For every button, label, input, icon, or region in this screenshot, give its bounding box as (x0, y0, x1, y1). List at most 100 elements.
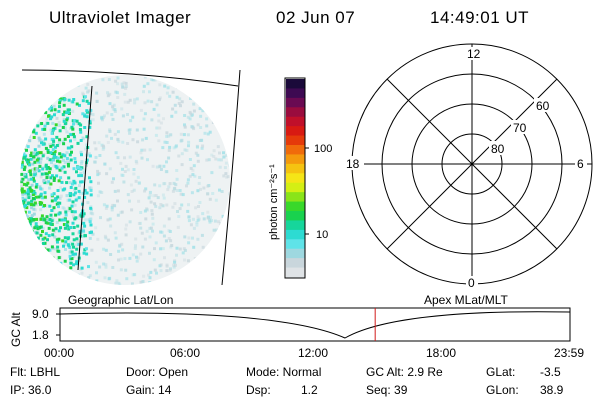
colorbar-segment (286, 248, 305, 259)
emission-pixel (48, 99, 52, 103)
emission-pixel (56, 195, 60, 199)
emission-pixel (186, 209, 190, 213)
emission-pixel (54, 247, 58, 251)
emission-pixel (180, 138, 184, 142)
emission-pixel (53, 176, 56, 180)
emission-pixel (66, 276, 70, 280)
emission-pixel (28, 240, 32, 244)
emission-pixel (22, 115, 26, 119)
emission-pixel (214, 157, 218, 161)
emission-pixel (20, 112, 24, 116)
emission-pixel (165, 203, 169, 207)
emission-pixel (41, 127, 45, 131)
colorbar-segment (286, 107, 305, 118)
emission-pixel (34, 251, 38, 255)
emission-pixel (150, 77, 154, 81)
emission-pixel (50, 199, 54, 203)
emission-pixel (66, 237, 70, 241)
emission-pixel (111, 266, 115, 269)
emission-pixel (44, 137, 48, 141)
emission-pixel (88, 176, 91, 180)
timeline-left-title: Geographic Lat/Lon (68, 293, 174, 307)
emission-pixel (188, 117, 192, 121)
emission-pixel (43, 262, 47, 266)
emission-pixel (45, 215, 49, 219)
emission-pixel (61, 239, 65, 243)
emission-pixel (152, 258, 156, 262)
emission-pixel (35, 183, 39, 186)
emission-pixel (39, 208, 43, 212)
emission-pixel (21, 118, 24, 121)
emission-pixel (65, 181, 69, 185)
dsp-value: 1.2 (301, 383, 318, 397)
emission-pixel (40, 201, 44, 205)
emission-pixel (128, 98, 132, 102)
emission-pixel (132, 172, 136, 176)
emission-pixel (37, 169, 41, 173)
emission-pixel (53, 96, 57, 100)
emission-pixel (22, 263, 26, 267)
emission-pixel (110, 136, 113, 140)
emission-pixel (43, 247, 47, 251)
emission-pixel (85, 191, 89, 195)
emission-pixel (31, 193, 35, 196)
emission-pixel (28, 236, 32, 240)
emission-pixel (163, 84, 167, 88)
emission-pixel (183, 114, 187, 117)
emission-pixel (58, 168, 62, 172)
emission-pixel (94, 226, 98, 230)
emission-pixel (40, 75, 43, 79)
emission-pixel (217, 276, 221, 280)
emission-pixel (158, 83, 162, 87)
colorbar-segment (286, 201, 305, 212)
emission-pixel (218, 188, 221, 192)
emission-pixel (207, 158, 211, 162)
emission-pixel (98, 265, 102, 269)
emission-pixel (155, 126, 159, 130)
emission-pixel (94, 260, 98, 264)
emission-pixel (209, 215, 212, 219)
emission-pixel (217, 257, 221, 261)
emission-pixel (178, 97, 182, 101)
emission-pixel (28, 169, 32, 173)
emission-pixel (24, 204, 27, 207)
emission-pixel (143, 112, 147, 116)
emission-pixel (58, 129, 62, 133)
emission-pixel (52, 179, 56, 182)
emission-pixel (154, 204, 158, 208)
emission-pixel (23, 248, 26, 252)
emission-pixel (55, 238, 59, 242)
emission-pixel (54, 155, 58, 159)
emission-pixel (206, 184, 210, 188)
emission-pixel (50, 245, 54, 249)
emission-pixel (151, 229, 154, 233)
emission-pixel (159, 263, 163, 267)
emission-pixel (83, 248, 87, 252)
emission-pixel (49, 108, 53, 112)
emission-pixel (25, 261, 28, 265)
emission-pixel (54, 213, 58, 217)
emission-pixel (53, 95, 57, 98)
emission-pixel (26, 192, 30, 196)
emission-pixel (20, 172, 24, 176)
emission-pixel (65, 111, 69, 115)
emission-pixel (199, 114, 203, 118)
emission-pixel (100, 115, 104, 119)
emission-pixel (104, 248, 108, 252)
emission-pixel (32, 179, 36, 183)
emission-pixel (63, 161, 67, 164)
timeline-x-tick-label: 18:00 (426, 346, 457, 360)
emission-pixel (23, 233, 27, 237)
emission-pixel (189, 166, 193, 170)
emission-pixel (24, 105, 28, 109)
emission-pixel (218, 165, 222, 169)
emission-pixel (21, 255, 25, 259)
emission-pixel (32, 111, 36, 115)
emission-pixel (130, 190, 134, 193)
emission-pixel (85, 158, 89, 162)
emission-pixel (51, 228, 55, 232)
emission-pixel (120, 82, 124, 86)
emission-pixel (71, 100, 75, 104)
emission-pixel (116, 82, 120, 86)
emission-pixel (189, 279, 193, 283)
